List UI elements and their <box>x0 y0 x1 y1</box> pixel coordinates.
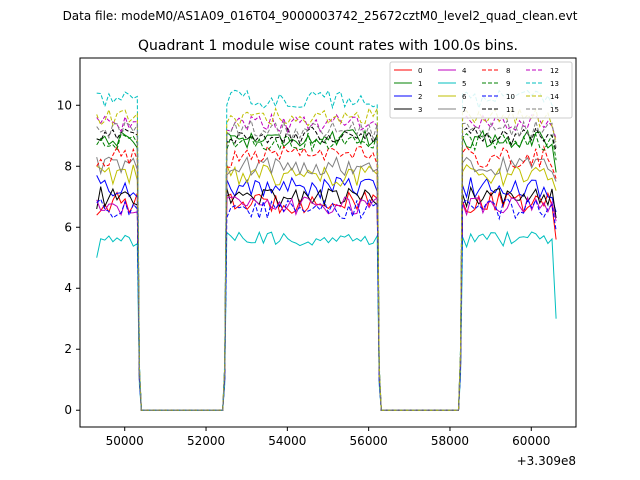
y-tick-label: 4 <box>64 281 72 295</box>
legend-label: 15 <box>550 106 559 114</box>
plot-frame <box>79 57 577 428</box>
legend-label: 1 <box>418 80 422 88</box>
y-tick-label: 10 <box>57 98 72 112</box>
x-tick-label: 60000 <box>512 434 550 448</box>
x-tick-label: 56000 <box>350 434 388 448</box>
legend-label: 7 <box>462 106 466 114</box>
plot-axes: 50000 52000 54000 56000 58000 60000 0 2 4 6 8 10 <box>57 98 551 448</box>
y-tick-label: 6 <box>64 220 72 234</box>
legend-label: 11 <box>506 106 515 114</box>
series-line-8 <box>96 145 557 411</box>
x-tick-label: 52000 <box>187 434 225 448</box>
legend-box <box>389 61 573 119</box>
legend-label: 13 <box>550 80 559 88</box>
x-tick-label: 54000 <box>268 434 306 448</box>
y-tick-label: 2 <box>64 342 72 356</box>
y-tick-label: 0 <box>64 403 72 417</box>
series-line-9 <box>96 132 557 411</box>
series-lines <box>96 89 557 411</box>
legend-label: 9 <box>506 80 510 88</box>
legend-label: 6 <box>462 93 467 101</box>
chart-title: Quadrant 1 module wise count rates with … <box>138 38 518 54</box>
series-line-12 <box>96 112 557 411</box>
legend-label: 12 <box>550 67 559 75</box>
series-line-3 <box>96 185 557 411</box>
legend-label: 0 <box>418 67 422 75</box>
series-line-4 <box>96 195 557 411</box>
x-tick-label: 58000 <box>431 434 469 448</box>
series-line-15 <box>96 119 557 411</box>
series-line-10 <box>96 197 557 411</box>
legend-label: 8 <box>506 67 510 75</box>
legend-label: 2 <box>418 93 422 101</box>
series-line-11 <box>96 125 557 411</box>
series-line-5 <box>96 230 557 411</box>
figure-suptitle: Data file: modeM0/AS1A09_016T04_90000037… <box>63 9 578 23</box>
legend-label: 14 <box>550 93 559 101</box>
legend-label: 3 <box>418 106 422 114</box>
series-line-6 <box>96 164 557 411</box>
x-tick-label: 50000 <box>106 434 144 448</box>
series-line-0 <box>96 190 557 411</box>
legend-label: 10 <box>506 93 515 101</box>
legend-label: 5 <box>462 80 466 88</box>
x-offset-label: +3.309e8 <box>517 454 576 468</box>
legend-label: 4 <box>462 67 467 75</box>
y-tick-label: 8 <box>64 159 72 173</box>
